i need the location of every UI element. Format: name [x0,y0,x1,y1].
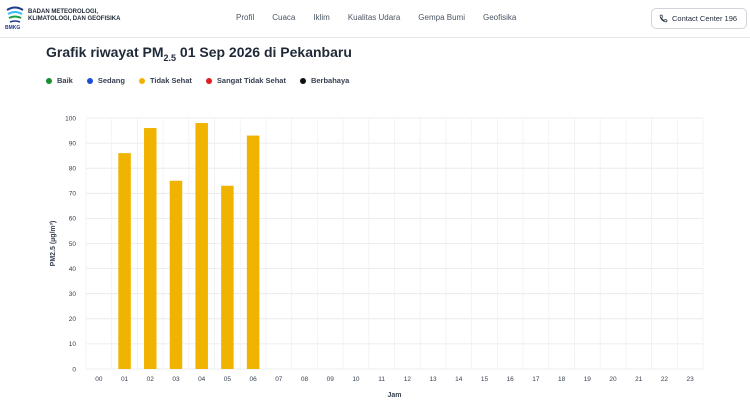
brand-name: BADAN METEOROLOGI, KLIMATOLOGI, DAN GEOF… [28,9,148,23]
x-tick-label-20: 20 [609,376,617,383]
title-suffix: 01 Sep 2026 di Pekanbaru [176,44,352,60]
nav-geofisika[interactable]: Geofisika [482,13,517,22]
y-tick-label-100: 100 [65,115,76,122]
y-tick-label-90: 90 [69,140,77,147]
y-tick-label-60: 60 [69,216,77,223]
legend-label-tidak-sehat: Tidak Sehat [149,76,192,85]
y-tick-label-80: 80 [69,166,77,173]
contact-center-label: Contact Center 196 [672,14,738,23]
x-tick-label-01: 01 [121,376,129,383]
bar-hour-03 [169,180,183,369]
legend-item-berbahaya[interactable]: Berbahaya [299,76,350,85]
y-tick-label-40: 40 [69,266,77,273]
x-tick-label-16: 16 [507,376,515,383]
bar-hour-02 [144,128,157,369]
nav-kualitas-udara[interactable]: Kualitas Udara [347,13,401,22]
x-tick-label-06: 06 [249,376,257,383]
y-tick-label-0: 0 [72,366,76,373]
x-tick-label-15: 15 [481,376,489,383]
legend-item-sedang[interactable]: Sedang [86,76,125,85]
x-tick-label-12: 12 [404,376,412,383]
x-tick-label-18: 18 [558,376,566,383]
top-navbar: BMKG BADAN METEOROLOGI, KLIMATOLOGI, DAN… [0,0,750,38]
legend-dot-berbahaya [299,77,306,84]
x-tick-label-11: 11 [378,376,385,383]
y-tick-label-70: 70 [69,191,77,198]
main-nav: Profil Cuaca Iklim Kualitas Udara Gempa … [236,13,534,22]
legend-item-sangat-tidak-sehat[interactable]: Sangat Tidak Sehat [205,76,286,85]
bar-hour-05 [221,185,234,369]
x-tick-label-03: 03 [172,376,180,383]
y-axis-label: PM2.5 (µg/m³) [50,221,57,267]
x-tick-label-23: 23 [687,376,695,383]
legend-item-baik[interactable]: Baik [46,76,73,85]
x-tick-label-14: 14 [455,376,463,383]
nav-gempa-bumi[interactable]: Gempa Bumi [418,13,465,22]
x-tick-label-17: 17 [532,376,540,383]
legend-dot-baik [46,77,52,84]
y-tick-label-50: 50 [69,241,77,248]
x-tick-label-02: 02 [147,376,155,383]
y-tick-label-30: 30 [69,291,77,298]
legend-item-tidak-sehat[interactable]: Tidak Sehat [138,76,192,85]
x-axis-label: Jam [387,392,401,399]
title-subscript: 2.5 [163,52,177,63]
logo-text: BMKG [5,25,21,31]
bar-hour-01 [118,153,131,369]
x-tick-label-08: 08 [301,376,309,383]
chart-legend: Baik Sedang Tidak Sehat Sangat Tidak Seh… [46,76,363,85]
x-tick-label-13: 13 [429,376,437,383]
nav-iklim[interactable]: Iklim [313,13,330,22]
x-tick-label-21: 21 [635,376,643,383]
x-tick-label-22: 22 [661,376,669,383]
phone-icon [659,14,668,23]
legend-dot-sedang [86,77,93,84]
legend-label-berbahaya: Berbahaya [310,76,350,85]
legend-dot-tidak-sehat [138,77,145,84]
nav-cuaca[interactable]: Cuaca [272,13,296,22]
x-tick-label-05: 05 [224,376,232,383]
y-tick-label-10: 10 [69,341,77,348]
bmkg-logo-icon[interactable] [4,4,26,32]
legend-dot-sangat-tidak-sehat [205,77,212,84]
contact-center-button[interactable]: Contact Center 196 [651,8,747,29]
x-tick-label-07: 07 [275,376,283,383]
x-tick-label-04: 04 [198,376,206,383]
y-tick-label-20: 20 [69,316,77,323]
x-tick-label-00: 00 [95,376,103,383]
bar-hour-04 [195,123,208,370]
page-title: Grafik riwayat PM2.5 01 Sep 2026 di Peka… [46,44,352,63]
x-tick-label-10: 10 [352,376,360,383]
brand-line-2: KLIMATOLOGI, DAN GEOFISIKA [28,16,121,22]
x-tick-label-19: 19 [584,376,592,383]
brand-line-1: BADAN METEOROLOGI, [28,9,98,15]
bar-hour-06 [246,135,260,369]
nav-profil[interactable]: Profil [236,13,255,22]
legend-label-sangat-tidak-sehat: Sangat Tidak Sehat [216,76,286,85]
legend-label-baik: Baik [57,76,73,85]
title-prefix: Grafik riwayat PM [46,44,164,60]
x-tick-label-09: 09 [327,376,335,383]
legend-label-sedang: Sedang [97,76,125,85]
